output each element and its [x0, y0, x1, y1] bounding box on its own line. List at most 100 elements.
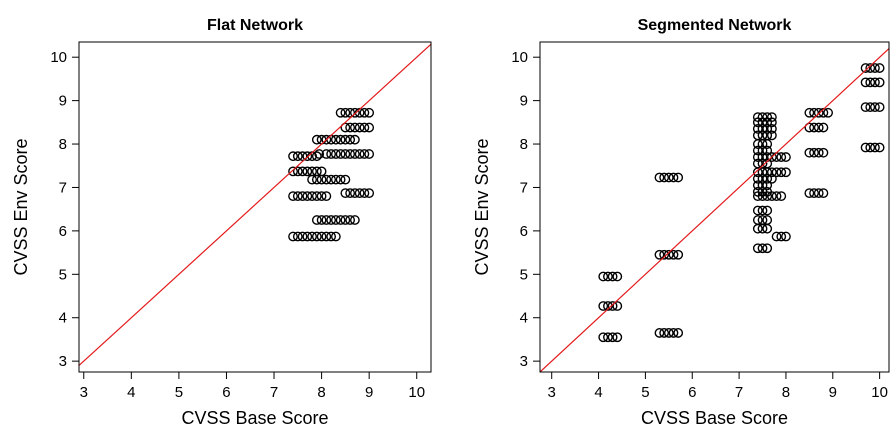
- data-point: [809, 147, 819, 158]
- data-point: [762, 158, 773, 169]
- data-point: [288, 151, 298, 162]
- data-point: [663, 249, 674, 260]
- y-tick-label: 3: [59, 353, 67, 370]
- y-axis-label: CVSS Env Score: [11, 138, 31, 275]
- data-point: [762, 180, 773, 191]
- data-point: [288, 166, 298, 177]
- data-point: [297, 166, 308, 177]
- data-point: [663, 328, 674, 338]
- data-point: [311, 231, 322, 242]
- data-point: [752, 145, 763, 156]
- data-point: [804, 188, 815, 199]
- data-point: [326, 149, 337, 159]
- data-point: [757, 123, 768, 134]
- data-point: [809, 107, 819, 118]
- data-point: [335, 174, 346, 185]
- data-point: [297, 191, 308, 202]
- data-point: [612, 271, 623, 282]
- data-point: [297, 231, 308, 242]
- data-point: [752, 180, 763, 191]
- y-tick-label: 6: [520, 223, 528, 240]
- data-point: [865, 63, 876, 73]
- data-point: [757, 152, 768, 162]
- data-point: [314, 149, 325, 159]
- data-point: [673, 249, 684, 260]
- y-tick-label: 5: [59, 266, 67, 283]
- data-point: [598, 332, 609, 343]
- data-point: [813, 107, 824, 118]
- data-point: [654, 328, 665, 338]
- data-point: [302, 191, 313, 202]
- data-point: [762, 186, 773, 197]
- x-tick-label: 7: [735, 384, 743, 401]
- data-point: [874, 142, 885, 153]
- data-point: [813, 122, 824, 133]
- x-tick-label: 5: [641, 384, 649, 401]
- x-axis-label: CVSS Base Score: [641, 408, 788, 428]
- data-point: [335, 215, 346, 225]
- x-tick-label: 6: [688, 384, 696, 401]
- data-point: [668, 249, 679, 260]
- data-point: [804, 107, 815, 118]
- data-point: [781, 167, 791, 178]
- data-point: [316, 191, 327, 202]
- data-point: [307, 231, 317, 242]
- data-point: [860, 142, 871, 153]
- data-point: [673, 328, 684, 338]
- data-point: [330, 149, 341, 159]
- data-point: [340, 122, 351, 133]
- data-point: [776, 152, 787, 162]
- data-point: [603, 271, 613, 282]
- data-point: [364, 188, 375, 199]
- data-point: [292, 166, 303, 177]
- x-tick-label: 8: [782, 384, 790, 401]
- y-tick-label: 10: [511, 49, 528, 66]
- data-point: [288, 191, 298, 202]
- data-point: [781, 231, 791, 242]
- data-point: [345, 122, 356, 133]
- data-point: [349, 107, 360, 118]
- data-point: [359, 122, 370, 133]
- x-tick-label: 3: [80, 384, 88, 401]
- data-point: [364, 149, 375, 159]
- data-point: [860, 63, 871, 73]
- data-point: [654, 249, 665, 260]
- data-point: [349, 188, 360, 199]
- data-point: [870, 102, 880, 113]
- data-point: [762, 173, 773, 184]
- data-point: [603, 332, 613, 343]
- data-point: [349, 215, 360, 225]
- data-point: [663, 172, 674, 183]
- data-point: [870, 77, 880, 88]
- data-point: [659, 249, 670, 260]
- data-point: [598, 301, 609, 311]
- data-point: [813, 147, 824, 158]
- chart-title: Segmented Network: [638, 17, 792, 34]
- data-point: [752, 215, 763, 225]
- data-point: [752, 130, 763, 141]
- y-tick-label: 9: [520, 93, 528, 110]
- plot-frame: [78, 41, 432, 373]
- x-tick-label: 9: [365, 384, 373, 401]
- data-point: [870, 142, 880, 153]
- data-point: [757, 243, 768, 254]
- plot-frame: [539, 41, 890, 373]
- data-point: [752, 243, 763, 254]
- data-point: [809, 122, 819, 133]
- data-point: [612, 332, 623, 343]
- data-point: [752, 152, 763, 162]
- reference-line: [79, 43, 431, 366]
- data-point: [757, 180, 768, 191]
- data-point: [659, 328, 670, 338]
- data-point: [865, 77, 876, 88]
- data-point: [607, 332, 618, 343]
- data-point: [757, 173, 768, 184]
- data-point: [673, 172, 684, 183]
- data-point: [781, 152, 791, 162]
- data-point: [311, 151, 322, 162]
- data-point: [340, 188, 351, 199]
- data-point: [766, 130, 777, 141]
- data-point: [330, 134, 341, 145]
- data-point: [603, 301, 613, 311]
- scatter-panel-2: 3 4 5 6 7 8 9 10 3 4 5 6 7 8 9 10 Segmented Network CVSS …: [472, 17, 890, 428]
